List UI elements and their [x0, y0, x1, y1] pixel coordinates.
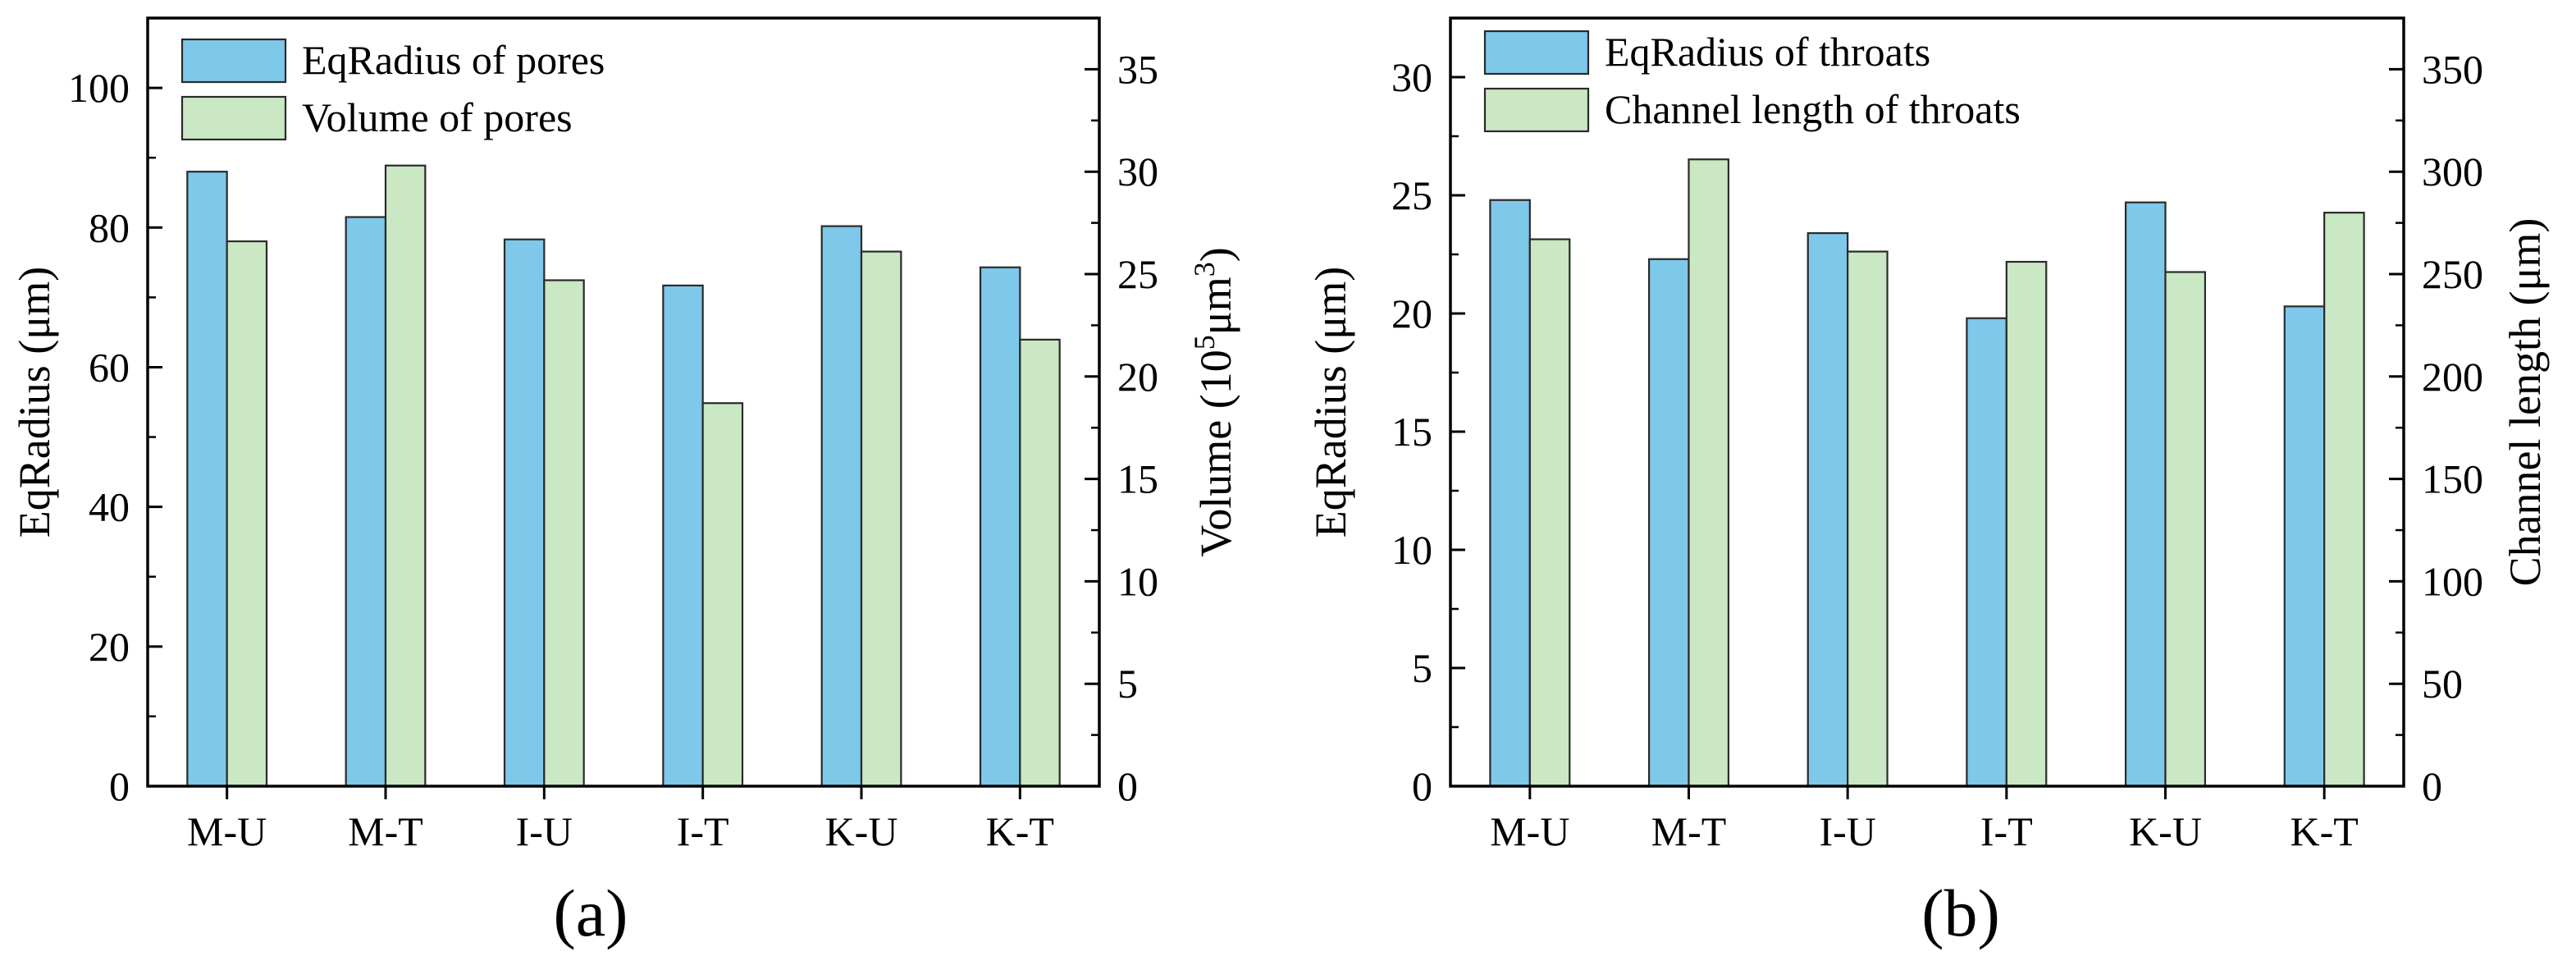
x-tick-label: I-T [1980, 808, 2033, 854]
y-left-tick-label: 100 [68, 65, 130, 111]
bar-channel-length-of-throats-m-t [1688, 158, 1730, 788]
x-tick-label: I-U [516, 808, 573, 854]
y-right-tick-label: 30 [1117, 149, 1158, 194]
y-right-tick-label: 25 [1117, 251, 1158, 297]
legend-swatch-1 [180, 38, 287, 84]
bar-eqradius-of-throats-k-u [2124, 201, 2167, 788]
y-right-tick-label: 300 [2422, 149, 2483, 194]
y-left-axis-title: EqRadius (μm) [1306, 267, 1355, 538]
x-tick-label: K-U [2129, 808, 2202, 854]
y-left-tick-label: 80 [89, 204, 130, 250]
bar-eqradius-of-throats-m-u [1489, 199, 1531, 788]
y-right-axis-title-sup1: 5 [1188, 335, 1221, 350]
y-left-tick-label: 20 [89, 624, 130, 670]
y-right-tick-label: 35 [1117, 46, 1158, 92]
panel-label: (a) [553, 876, 628, 950]
legend-label-1: EqRadius of pores [302, 37, 605, 83]
bar-eqradius-of-pores-i-u [503, 238, 546, 788]
y-right-tick-label: 15 [1117, 456, 1158, 502]
bar-volume-of-pores-k-u [860, 250, 902, 788]
y-right-axis-title-sup2: 3 [1188, 262, 1221, 277]
y-right-tick-label: 20 [1117, 354, 1158, 400]
bar-eqradius-of-throats-i-u [1806, 231, 1849, 788]
bar-volume-of-pores-i-u [543, 279, 585, 788]
y-left-tick-label: 0 [109, 763, 130, 809]
plot-frame [146, 16, 1101, 788]
y-right-tick-label: 100 [2422, 558, 2483, 604]
bar-volume-of-pores-i-t [701, 402, 744, 788]
bar-channel-length-of-throats-k-u [2164, 271, 2207, 788]
y-right-tick-label: 350 [2422, 46, 2483, 92]
x-tick-label: I-U [1819, 808, 1875, 854]
panel-a-pores-chart: M-U M-T I-U I-T K-U K-T 0 20 40 60 80 100 0 5 10 15 20 25… [10, 16, 1240, 950]
x-tick-label: I-T [677, 808, 729, 854]
y-left-tick-label: 25 [1391, 172, 1432, 218]
bar-volume-of-pores-m-u [226, 240, 268, 788]
bar-channel-length-of-throats-i-t [2005, 260, 2048, 788]
x-tick-label: M-U [1490, 808, 1569, 854]
y-right-axis-title-prefix: Volume (10 [1191, 350, 1240, 557]
y-left-tick-label: 15 [1391, 409, 1432, 455]
x-tick-label: K-U [825, 808, 898, 854]
y-right-tick-label: 10 [1117, 558, 1158, 604]
x-tick-label: M-T [348, 808, 423, 854]
y-left-tick-label: 10 [1391, 527, 1432, 573]
x-tick-label: M-U [187, 808, 267, 854]
y-right-tick-label: 250 [2422, 251, 2483, 297]
panel-label: (b) [1921, 876, 2000, 950]
y-right-axis-title: Channel length (μm) [2501, 218, 2550, 587]
bar-channel-length-of-throats-k-t [2323, 212, 2365, 788]
legend-label-1: EqRadius of throats [1605, 29, 1930, 75]
bar-eqradius-of-pores-m-t [345, 216, 387, 788]
y-right-tick-label: 0 [1117, 763, 1138, 809]
bar-eqradius-of-throats-m-t [1647, 258, 1690, 788]
legend-swatch-1 [1483, 30, 1590, 75]
y-left-tick-label: 30 [1391, 54, 1432, 100]
y-left-axis-title: EqRadius (μm) [10, 267, 59, 538]
bar-eqradius-of-pores-i-t [662, 284, 704, 788]
plot-frame [1449, 16, 2405, 788]
x-tick-label: K-T [986, 808, 1054, 854]
y-left-tick-label: 20 [1391, 291, 1432, 336]
y-right-tick-label: 150 [2422, 456, 2483, 502]
y-left-tick-label: 60 [89, 344, 130, 390]
panel-b-throats-chart: M-U M-T I-U I-T K-U K-T0510152025300501001502… [1306, 16, 2550, 950]
y-left-tick-label: 0 [1412, 763, 1432, 809]
bar-volume-of-pores-m-t [384, 164, 427, 788]
bar-eqradius-of-throats-k-t [2283, 305, 2326, 788]
bar-eqradius-of-pores-k-u [820, 225, 863, 788]
y-left-tick-label: 40 [89, 484, 130, 530]
legend-swatch-2 [180, 95, 287, 141]
y-right-axis-title-suffix: ) [1191, 247, 1240, 262]
y-right-axis-title: Volume (105μm3) [1188, 247, 1240, 556]
bar-volume-of-pores-k-t [1019, 338, 1061, 788]
bar-eqradius-of-pores-k-t [979, 266, 1021, 788]
y-right-tick-label: 5 [1117, 661, 1138, 707]
y-left-tick-label: 5 [1412, 645, 1432, 691]
bar-channel-length-of-throats-i-u [1847, 250, 1889, 788]
y-right-axis-title-mid: μm [1191, 277, 1240, 335]
y-right-tick-label: 200 [2422, 354, 2483, 400]
bar-eqradius-of-throats-i-t [1966, 317, 2007, 788]
legend-swatch-2 [1483, 87, 1590, 133]
x-tick-label: M-T [1651, 808, 1727, 854]
y-right-tick-label: 50 [2422, 661, 2463, 707]
y-right-tick-label: 0 [2422, 763, 2442, 809]
legend-label-2: Volume of pores [302, 94, 573, 140]
x-tick-label: K-T [2291, 808, 2359, 854]
bar-eqradius-of-pores-m-u [186, 171, 228, 788]
legend-label-2: Channel length of throats [1605, 86, 2021, 132]
bar-channel-length-of-throats-m-u [1528, 238, 1571, 788]
